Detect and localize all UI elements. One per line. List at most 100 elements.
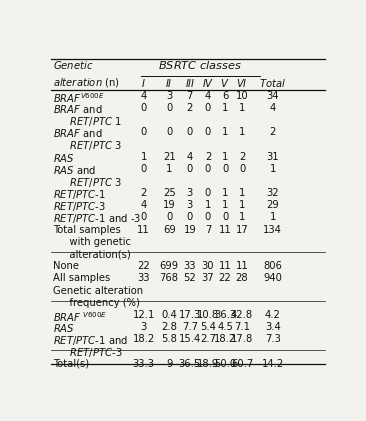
Text: 0: 0 (166, 127, 172, 137)
Text: All samples: All samples (53, 273, 110, 283)
Text: 17.3: 17.3 (179, 310, 201, 320)
Text: 1: 1 (239, 213, 245, 222)
Text: 4: 4 (141, 91, 147, 101)
Text: 7.3: 7.3 (265, 334, 281, 344)
Text: 25: 25 (163, 188, 176, 198)
Text: 50.0: 50.0 (214, 359, 236, 369)
Text: 31: 31 (266, 152, 279, 162)
Text: 19: 19 (183, 225, 196, 234)
Text: $BRAF^{\ V600E}$: $BRAF^{\ V600E}$ (53, 310, 107, 324)
Text: $BRAF$ and: $BRAF$ and (53, 103, 102, 115)
Text: 10: 10 (236, 91, 249, 101)
Text: 1: 1 (205, 200, 211, 210)
Text: 0: 0 (205, 164, 211, 174)
Text: 2: 2 (141, 188, 147, 198)
Text: 33: 33 (137, 273, 150, 283)
Text: 3: 3 (187, 188, 193, 198)
Text: 37: 37 (202, 273, 214, 283)
Text: 0: 0 (205, 127, 211, 137)
Text: 6: 6 (222, 91, 228, 101)
Text: 30: 30 (202, 261, 214, 271)
Text: $\it{alteration}\ \mathrm{(n)}$: $\it{alteration}\ \mathrm{(n)}$ (53, 76, 120, 89)
Text: 11: 11 (219, 225, 231, 234)
Text: 0: 0 (187, 213, 193, 222)
Text: 3.4: 3.4 (265, 322, 281, 332)
Text: 7: 7 (205, 225, 211, 234)
Text: 0: 0 (187, 164, 193, 174)
Text: 52: 52 (183, 273, 196, 283)
Text: 806: 806 (263, 261, 282, 271)
Text: 21: 21 (163, 152, 176, 162)
Text: 0: 0 (166, 103, 172, 113)
Text: 42.8: 42.8 (231, 310, 253, 320)
Text: 29: 29 (266, 200, 279, 210)
Text: 11: 11 (219, 261, 231, 271)
Text: 134: 134 (263, 225, 282, 234)
Text: 0: 0 (239, 164, 245, 174)
Text: 36.5: 36.5 (179, 359, 201, 369)
Text: $RET/PTC$-$3$: $RET/PTC$-$3$ (60, 346, 123, 360)
Text: 32: 32 (266, 188, 279, 198)
Text: $RET/PTC$-$3$: $RET/PTC$-$3$ (53, 200, 106, 213)
Text: $RAS$ and: $RAS$ and (53, 164, 96, 176)
Text: $\it{III}$: $\it{III}$ (184, 77, 195, 89)
Text: 0: 0 (141, 103, 147, 113)
Text: 4: 4 (205, 91, 211, 101)
Text: 17.8: 17.8 (231, 334, 253, 344)
Text: Total samples: Total samples (53, 225, 120, 234)
Text: alteration(s): alteration(s) (60, 249, 131, 259)
Text: 1: 1 (222, 152, 228, 162)
Text: 18.2: 18.2 (214, 334, 236, 344)
Text: $RAS$: $RAS$ (53, 152, 75, 164)
Text: 7.1: 7.1 (234, 322, 250, 332)
Text: $\it{BSRTC\ classes}$: $\it{BSRTC\ classes}$ (158, 59, 243, 71)
Text: 940: 940 (263, 273, 282, 283)
Text: 19: 19 (163, 200, 176, 210)
Text: $\it{Total}$: $\it{Total}$ (259, 77, 286, 89)
Text: 1: 1 (269, 213, 276, 222)
Text: 0: 0 (141, 164, 147, 174)
Text: None: None (53, 261, 79, 271)
Text: 1: 1 (222, 127, 228, 137)
Text: 4: 4 (269, 103, 276, 113)
Text: 4: 4 (141, 200, 147, 210)
Text: 2.7: 2.7 (200, 334, 216, 344)
Text: 3: 3 (141, 322, 147, 332)
Text: 1: 1 (141, 152, 147, 162)
Text: 9: 9 (166, 359, 172, 369)
Text: 2: 2 (205, 152, 211, 162)
Text: 1: 1 (222, 200, 228, 210)
Text: 0: 0 (166, 213, 172, 222)
Text: $RET/PTC\ 1$: $RET/PTC\ 1$ (60, 115, 122, 128)
Text: 2: 2 (239, 152, 245, 162)
Text: 0: 0 (205, 103, 211, 113)
Text: 768: 768 (160, 273, 179, 283)
Text: $BRAF^{V600E}$: $BRAF^{V600E}$ (53, 91, 105, 104)
Text: 0: 0 (141, 127, 147, 137)
Text: 4.2: 4.2 (265, 310, 281, 320)
Text: 5.8: 5.8 (161, 334, 177, 344)
Text: 14.2: 14.2 (262, 359, 284, 369)
Text: $RET/PTC$-$1$: $RET/PTC$-$1$ (53, 188, 106, 201)
Text: 699: 699 (160, 261, 179, 271)
Text: 28: 28 (236, 273, 249, 283)
Text: 3: 3 (187, 200, 193, 210)
Text: 11: 11 (137, 225, 150, 234)
Text: 12.1: 12.1 (132, 310, 155, 320)
Text: 1: 1 (239, 188, 245, 198)
Text: 2: 2 (187, 103, 193, 113)
Text: $RAS$: $RAS$ (53, 322, 75, 334)
Text: 1: 1 (166, 164, 172, 174)
Text: $\it{IV}$: $\it{IV}$ (202, 77, 214, 89)
Text: 1: 1 (239, 200, 245, 210)
Text: 10.8: 10.8 (197, 310, 219, 320)
Text: 1: 1 (239, 103, 245, 113)
Text: 1: 1 (222, 188, 228, 198)
Text: frequency (%): frequency (%) (60, 298, 140, 308)
Text: $RET/PTC\ 3$: $RET/PTC\ 3$ (60, 176, 122, 189)
Text: 33: 33 (184, 261, 196, 271)
Text: 1: 1 (269, 164, 276, 174)
Text: 22: 22 (137, 261, 150, 271)
Text: 33.3: 33.3 (132, 359, 154, 369)
Text: 17: 17 (236, 225, 249, 234)
